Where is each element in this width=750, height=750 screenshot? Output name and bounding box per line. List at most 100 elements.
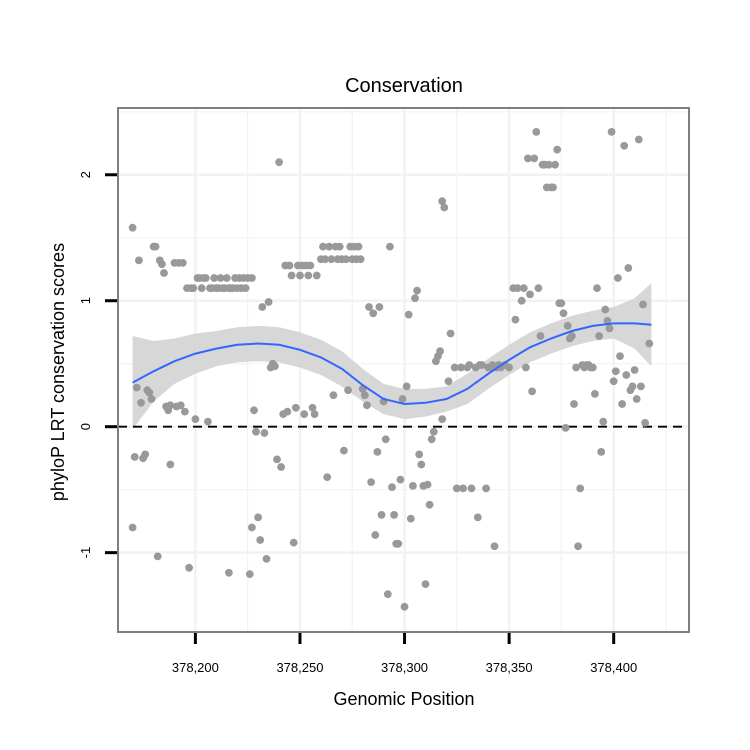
data-point bbox=[478, 361, 486, 369]
data-point bbox=[423, 480, 432, 489]
data-point bbox=[381, 435, 390, 444]
data-point bbox=[637, 382, 645, 391]
data-point bbox=[605, 324, 614, 333]
data-point bbox=[262, 555, 271, 563]
data-point bbox=[609, 377, 618, 386]
data-point bbox=[517, 296, 526, 305]
y-tick-label: 2 bbox=[78, 171, 93, 178]
data-point bbox=[151, 242, 160, 251]
data-point bbox=[390, 511, 398, 519]
data-point bbox=[394, 539, 403, 548]
data-point bbox=[248, 523, 256, 532]
data-point bbox=[191, 415, 200, 423]
data-points bbox=[128, 127, 654, 611]
data-point bbox=[325, 242, 334, 251]
data-point bbox=[201, 274, 210, 282]
data-point bbox=[607, 127, 616, 136]
data-point bbox=[425, 500, 434, 509]
data-point bbox=[513, 284, 522, 292]
x-axis-title: Genomic Position bbox=[333, 689, 474, 709]
data-point bbox=[549, 183, 557, 192]
y-tick-label: 1 bbox=[78, 297, 93, 304]
data-point bbox=[595, 332, 603, 340]
data-point bbox=[291, 403, 300, 412]
data-point bbox=[505, 363, 513, 372]
data-point bbox=[197, 284, 206, 292]
data-point bbox=[467, 484, 476, 493]
data-point bbox=[329, 391, 338, 400]
data-point bbox=[323, 473, 332, 481]
data-point bbox=[386, 242, 394, 251]
data-point bbox=[545, 160, 553, 169]
data-point bbox=[369, 309, 378, 318]
data-point bbox=[245, 570, 254, 578]
data-point bbox=[645, 339, 654, 348]
data-point bbox=[283, 407, 292, 416]
data-point bbox=[135, 256, 143, 265]
data-point bbox=[634, 135, 643, 144]
data-point bbox=[137, 398, 145, 407]
data-point bbox=[406, 514, 415, 523]
confidence-band bbox=[132, 283, 652, 430]
data-point bbox=[396, 475, 405, 484]
data-point bbox=[128, 223, 137, 232]
data-point bbox=[335, 242, 344, 251]
data-point bbox=[147, 395, 156, 403]
data-point bbox=[216, 274, 225, 282]
data-point bbox=[534, 284, 543, 292]
data-point bbox=[593, 284, 601, 292]
data-point bbox=[296, 271, 304, 280]
data-point bbox=[411, 294, 419, 303]
data-point bbox=[402, 382, 411, 391]
data-point bbox=[310, 410, 319, 418]
data-point bbox=[429, 427, 438, 436]
data-point bbox=[519, 284, 528, 292]
data-point bbox=[404, 310, 413, 319]
data-point bbox=[557, 299, 566, 308]
x-tick-label: 378,300 bbox=[381, 660, 428, 675]
data-point bbox=[327, 255, 336, 264]
data-point bbox=[160, 269, 168, 277]
data-point bbox=[457, 363, 465, 372]
data-point bbox=[306, 261, 315, 270]
data-point bbox=[551, 160, 559, 169]
data-point bbox=[622, 371, 631, 379]
data-point bbox=[166, 401, 175, 410]
x-tick-label: 378,250 bbox=[276, 660, 323, 675]
data-point bbox=[178, 259, 187, 267]
data-point bbox=[340, 446, 348, 455]
data-point bbox=[632, 395, 641, 403]
data-point bbox=[618, 400, 626, 408]
data-point bbox=[561, 424, 570, 432]
data-point bbox=[204, 417, 212, 426]
data-point bbox=[254, 513, 262, 522]
data-point bbox=[252, 427, 260, 436]
data-point bbox=[639, 300, 647, 309]
data-point bbox=[572, 363, 580, 372]
data-point bbox=[260, 429, 269, 437]
data-point bbox=[620, 141, 629, 150]
data-point bbox=[440, 203, 449, 212]
data-point bbox=[285, 261, 294, 270]
data-point bbox=[601, 305, 610, 314]
data-point bbox=[273, 455, 281, 464]
x-tick-label: 378,350 bbox=[486, 660, 533, 675]
data-point bbox=[130, 453, 139, 461]
data-point bbox=[388, 483, 396, 491]
data-point bbox=[482, 484, 490, 493]
data-point bbox=[258, 303, 267, 311]
data-point bbox=[400, 602, 409, 611]
data-point bbox=[446, 329, 455, 338]
data-point bbox=[588, 363, 597, 372]
data-point bbox=[383, 590, 392, 599]
data-point bbox=[591, 390, 599, 398]
data-point bbox=[459, 484, 467, 493]
data-point bbox=[438, 197, 447, 206]
data-point bbox=[450, 363, 459, 372]
y-axis: -1 0 1 2 bbox=[78, 171, 117, 558]
data-point bbox=[413, 286, 421, 295]
data-point bbox=[166, 460, 175, 469]
data-point bbox=[277, 463, 285, 471]
data-point bbox=[528, 387, 536, 396]
data-point bbox=[371, 531, 380, 539]
